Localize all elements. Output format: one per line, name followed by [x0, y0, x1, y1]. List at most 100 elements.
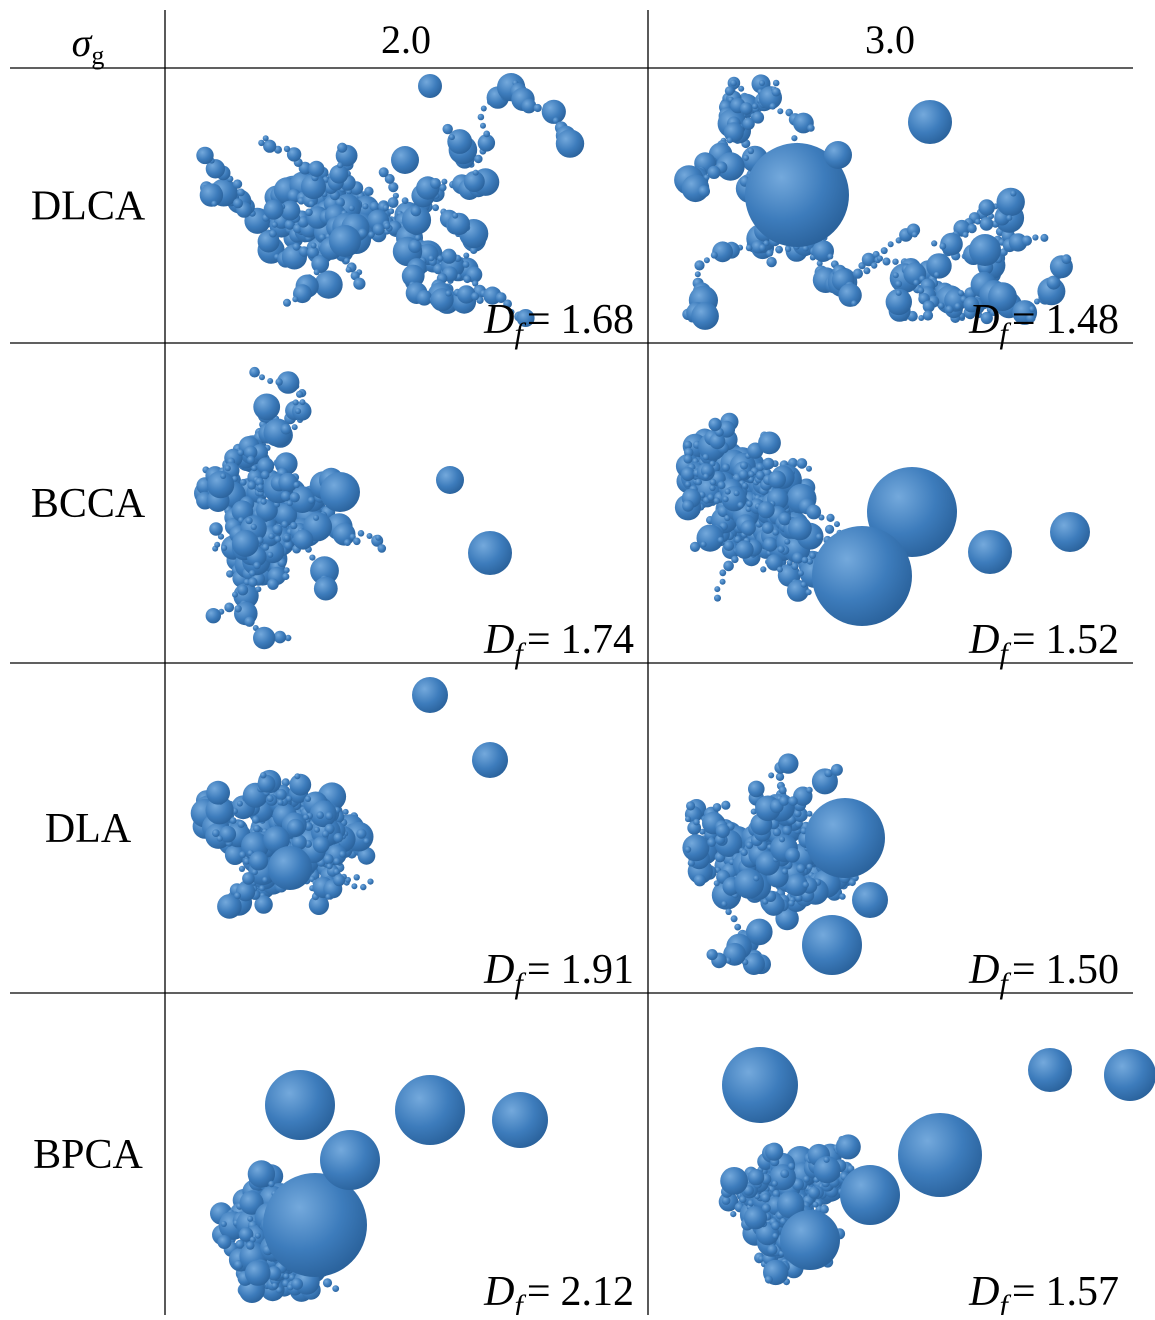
- particle: [471, 292, 479, 300]
- particle: [695, 479, 702, 486]
- particle: [334, 833, 344, 843]
- particle: [384, 222, 391, 229]
- particle: [766, 257, 776, 267]
- particle: [316, 811, 324, 819]
- particle: [308, 201, 314, 207]
- particle: [740, 102, 753, 115]
- particle: [325, 812, 333, 820]
- particle: [373, 223, 385, 235]
- particle: [713, 803, 722, 812]
- particle: [777, 108, 783, 114]
- particle: [721, 901, 727, 907]
- particle: [293, 529, 313, 549]
- particle: [853, 269, 863, 279]
- particle: [838, 284, 861, 307]
- particle: [289, 774, 311, 796]
- particle: [268, 533, 274, 539]
- particle: [249, 367, 260, 378]
- particle: [354, 874, 360, 880]
- particle: [813, 1202, 819, 1208]
- symbol: σ: [72, 20, 93, 65]
- particle: [412, 677, 448, 713]
- figure-table: σg 2.0 3.0 DLCADf=1.68Df=1.48BCCADf=1.74…: [0, 0, 1155, 1315]
- particle: [741, 849, 748, 856]
- symbol: D: [483, 1269, 514, 1315]
- particle: [295, 408, 301, 414]
- particle: [268, 846, 312, 890]
- particle: [852, 882, 888, 918]
- particle: [908, 100, 952, 144]
- particle: [825, 525, 834, 534]
- particle: [737, 502, 743, 508]
- particle: [694, 874, 706, 886]
- particle: [797, 458, 808, 469]
- relation: =: [527, 297, 551, 343]
- particle: [759, 244, 766, 251]
- particle: [772, 529, 779, 536]
- particle: [694, 260, 704, 270]
- particle: [556, 129, 584, 157]
- particle: [808, 1187, 820, 1199]
- particle: [363, 838, 369, 844]
- particle: [240, 479, 247, 486]
- subscript: f: [514, 1289, 526, 1315]
- column-header: 3.0: [865, 17, 915, 62]
- particle: [264, 200, 284, 220]
- particle: [260, 772, 266, 778]
- particle: [912, 232, 918, 238]
- particle: [934, 272, 940, 278]
- particle: [741, 520, 756, 535]
- particle: [249, 851, 268, 870]
- particle: [796, 864, 805, 873]
- particle: [287, 819, 304, 836]
- particle: [773, 1190, 781, 1198]
- particle: [269, 230, 277, 238]
- particle: [896, 290, 902, 296]
- particle: [703, 473, 709, 479]
- subscript: f: [514, 637, 526, 670]
- particle: [395, 1075, 465, 1145]
- particle: [778, 753, 798, 773]
- fractal-dimension: Df=1.57: [968, 1269, 1119, 1315]
- particle: [938, 303, 944, 309]
- particle: [771, 1221, 780, 1230]
- particle: [378, 544, 387, 553]
- particle: [292, 296, 298, 302]
- particle: [308, 497, 315, 504]
- particle: [221, 1221, 227, 1227]
- particle: [217, 836, 223, 842]
- particle: [792, 552, 803, 563]
- particle: [344, 258, 350, 264]
- fractal-dimension: Df=1.91: [483, 947, 634, 1000]
- particle: [436, 466, 464, 494]
- particle: [802, 915, 862, 975]
- particle: [685, 846, 691, 852]
- particle: [682, 500, 694, 512]
- particle: [320, 472, 360, 512]
- particle: [349, 205, 355, 211]
- symbol: D: [968, 1269, 999, 1315]
- particle: [772, 88, 781, 97]
- particle: [809, 552, 816, 559]
- particle: [257, 484, 263, 490]
- particle: [740, 462, 748, 470]
- particle: [778, 546, 785, 553]
- particle: [685, 481, 691, 487]
- particle: [286, 796, 292, 802]
- particle: [760, 566, 766, 572]
- particle: [851, 300, 857, 306]
- particle: [428, 255, 434, 261]
- particle: [881, 247, 888, 254]
- particle: [939, 243, 946, 250]
- particle: [980, 217, 994, 231]
- particle: [752, 111, 764, 123]
- particle: [1006, 215, 1012, 221]
- particle: [245, 1260, 271, 1286]
- particle: [753, 875, 759, 881]
- particle: [443, 124, 453, 134]
- particle: [686, 801, 695, 810]
- particle: [445, 290, 451, 296]
- particle: [344, 539, 351, 546]
- particle: [483, 131, 490, 138]
- particle: [255, 586, 261, 592]
